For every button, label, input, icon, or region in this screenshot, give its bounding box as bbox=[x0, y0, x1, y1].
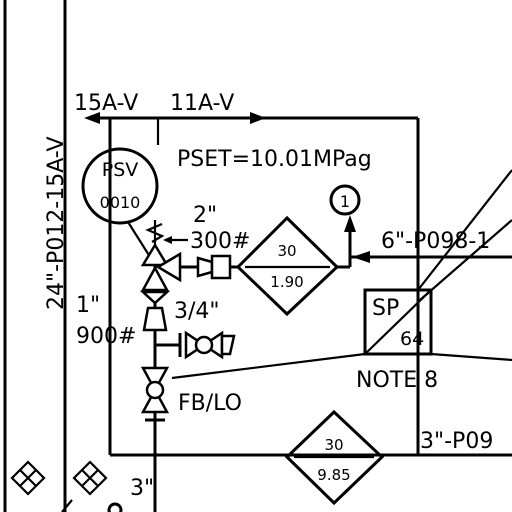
outlet-rating: 300# bbox=[190, 229, 250, 254]
small-valve-ball-icon bbox=[194, 335, 214, 355]
bottom-right-line-label: 3"-P09 bbox=[420, 429, 493, 454]
diamond-lower-top: 30 bbox=[324, 436, 343, 454]
psv-body-bottom bbox=[140, 265, 170, 292]
sp-box bbox=[363, 288, 433, 356]
sp-box-diagonal bbox=[364, 289, 432, 355]
inlet-rating: 900# bbox=[76, 324, 136, 349]
inlet-taper-icon bbox=[142, 306, 168, 332]
small-valve-plug-icon bbox=[220, 334, 236, 356]
inlet-reducer-icon bbox=[139, 290, 171, 305]
psv-tag-top: PSV bbox=[102, 159, 139, 181]
instrument-symbol-1 bbox=[10, 460, 46, 496]
note-label: NOTE 8 bbox=[356, 368, 438, 393]
sp-box-top: SP bbox=[372, 296, 399, 321]
block-valve-top-icon bbox=[140, 366, 170, 393]
diamond-upper-bottom: 1.90 bbox=[270, 273, 303, 291]
note-circle-text: 1 bbox=[340, 192, 350, 211]
psv-tag-bottom: 0010 bbox=[100, 193, 141, 212]
diamond-lower-bottom: 9.85 bbox=[317, 466, 350, 484]
note-circle bbox=[329, 184, 361, 216]
diamond-upper bbox=[235, 215, 340, 317]
reducer-icon bbox=[196, 256, 214, 278]
flange-icon bbox=[210, 254, 232, 280]
small-valve-size: 3/4" bbox=[174, 299, 220, 324]
instrument-symbol-2 bbox=[72, 460, 108, 496]
inlet-size: 1" bbox=[76, 293, 100, 318]
right-line-label: 6"-P098-1 bbox=[381, 229, 490, 254]
bottom-circle bbox=[107, 502, 123, 512]
sloped-line-right bbox=[430, 352, 512, 362]
set-pressure: PSET=10.01MPag bbox=[177, 147, 372, 172]
sp-box-bottom: 64 bbox=[400, 328, 424, 350]
top-right-label: 11A-V bbox=[170, 91, 234, 116]
block-valve-ball-icon bbox=[145, 380, 165, 400]
diagonal-line-2 bbox=[419, 219, 512, 301]
arrow-left-icon bbox=[84, 112, 100, 124]
riser-arrow-icon bbox=[344, 215, 356, 232]
psv-bubble bbox=[81, 147, 159, 225]
outlet-arrow-icon bbox=[163, 236, 172, 244]
bottom-left-size: 3" bbox=[130, 476, 154, 501]
diamond-upper-top: 30 bbox=[277, 242, 296, 260]
outlet-size: 2" bbox=[193, 203, 217, 228]
fb-lo-label: FB/LO bbox=[178, 391, 242, 416]
psv-leader bbox=[127, 221, 153, 261]
bottom-stub-line bbox=[61, 499, 73, 512]
diamond-lower bbox=[284, 409, 385, 506]
header-arrow-icon bbox=[352, 251, 370, 263]
vertical-line-label: 24"-P012-15A-V bbox=[44, 136, 69, 310]
psv-body-top bbox=[140, 242, 170, 267]
block-valve-bottom-icon bbox=[140, 387, 170, 414]
top-left-label: 15A-V bbox=[74, 91, 138, 116]
sloped-line-left bbox=[171, 352, 366, 380]
diagonal-line-1 bbox=[417, 169, 512, 291]
